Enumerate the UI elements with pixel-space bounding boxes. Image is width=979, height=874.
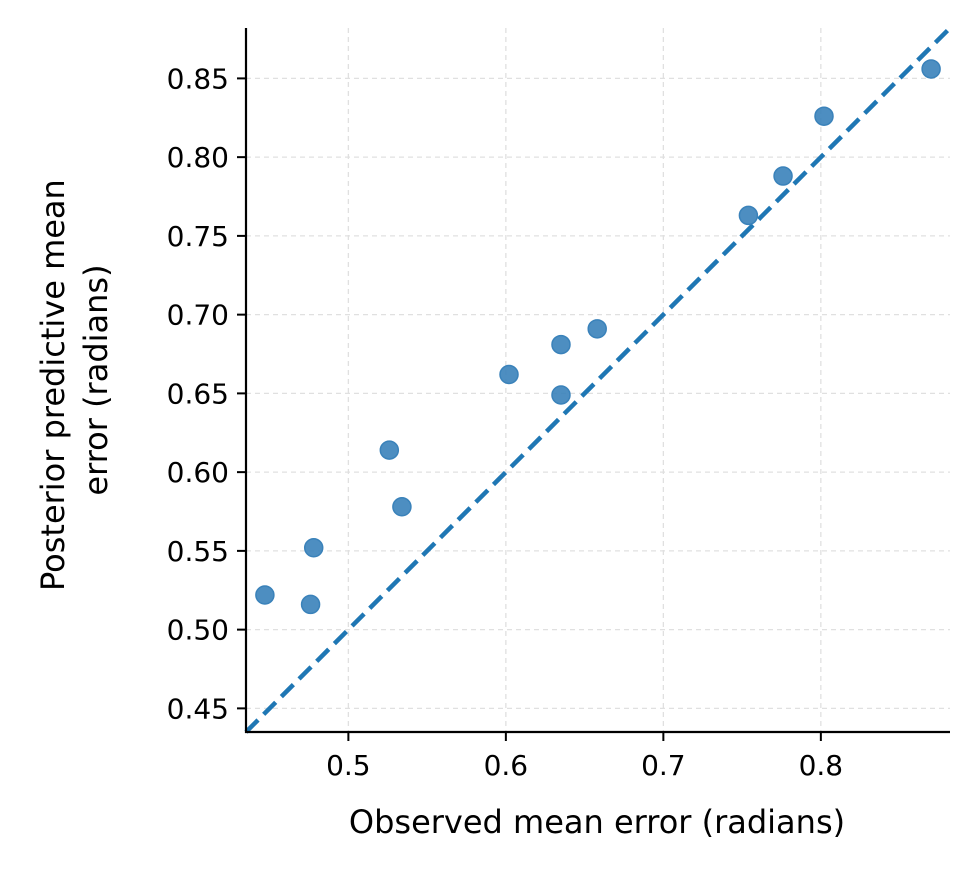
x-tick-label-0: 0.5 <box>326 749 371 782</box>
data-point-4 <box>392 497 412 517</box>
data-point-8 <box>587 319 607 339</box>
y-axis-title-line-1: Posterior predictive mean <box>34 179 72 591</box>
x-axis-title: Observed mean error (radians) <box>349 803 845 841</box>
y-tick-label-7: 0.80 <box>167 141 229 174</box>
y-tick-label-2: 0.55 <box>167 535 229 568</box>
data-point-0 <box>255 585 275 605</box>
data-point-3 <box>379 440 400 460</box>
y-tick-label-5: 0.70 <box>167 299 229 332</box>
data-point-1 <box>300 594 321 615</box>
y-tick-label-1: 0.50 <box>167 614 229 647</box>
data-point-12 <box>921 59 941 79</box>
y-axis-ticks: 0.45 0.50 0.55 0.60 0.65 0.70 0.75 0.80 0.85 <box>167 62 246 725</box>
data-points <box>255 59 941 615</box>
data-point-11 <box>814 106 834 126</box>
grid <box>246 28 950 732</box>
data-point-10 <box>773 166 793 186</box>
y-tick-label-6: 0.75 <box>167 220 229 253</box>
data-point-2 <box>303 537 324 558</box>
y-axis-title: Posterior predictive mean error (radians… <box>34 169 115 591</box>
data-point-5 <box>499 364 519 385</box>
reference-line-layer <box>244 26 952 734</box>
x-axis-ticks: 0.5 0.6 0.7 0.8 <box>326 732 843 782</box>
y-tick-label-0: 0.45 <box>167 692 229 725</box>
axes <box>244 28 950 734</box>
x-tick-label-1: 0.6 <box>484 749 529 782</box>
y-axis-title-line-2: error (radians) <box>77 264 115 495</box>
data-point-6 <box>551 385 571 405</box>
y-tick-label-3: 0.60 <box>167 456 229 489</box>
x-tick-label-3: 0.8 <box>799 749 844 782</box>
data-point-7 <box>551 334 571 355</box>
y-tick-label-8: 0.85 <box>167 62 229 95</box>
data-point-9 <box>738 205 759 226</box>
y-tick-label-4: 0.65 <box>167 377 229 410</box>
x-tick-label-2: 0.7 <box>641 749 686 782</box>
identity-line <box>244 26 952 734</box>
